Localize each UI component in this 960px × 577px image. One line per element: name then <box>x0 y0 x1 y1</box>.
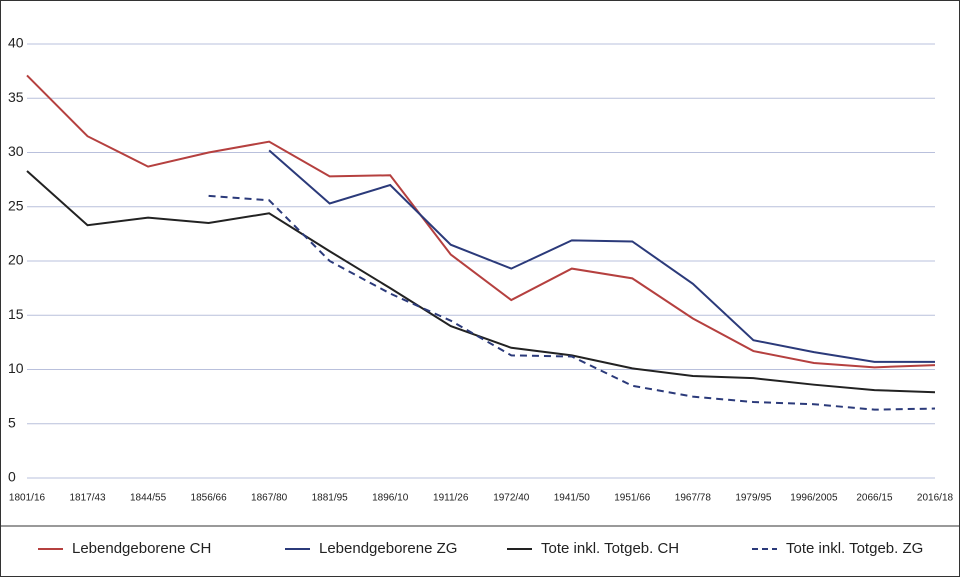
x-tick-label: 1911/26 <box>433 493 469 504</box>
y-tick-label: 30 <box>8 143 24 159</box>
series-line <box>208 194 936 411</box>
y-tick-label: 20 <box>8 252 24 268</box>
y-tick-label: 15 <box>8 306 24 322</box>
x-tick-label: 1801/16 <box>9 493 46 504</box>
x-tick-label: 1941/50 <box>554 493 591 504</box>
legend-label: Tote inkl. Totgeb. CH <box>541 540 679 557</box>
x-tick-label: 1844/55 <box>130 493 167 504</box>
x-tick-label: 1896/10 <box>372 493 409 504</box>
y-tick-label: 0 <box>8 469 16 485</box>
legend-label: Lebendgeborene CH <box>72 540 211 557</box>
x-tick-label: 1979/95 <box>735 493 772 504</box>
y-tick-label: 5 <box>8 414 16 430</box>
legend-label: Tote inkl. Totgeb. ZG <box>786 540 923 557</box>
y-tick-label: 25 <box>8 197 24 213</box>
series-line <box>268 149 935 363</box>
x-tick-label: 1817/43 <box>69 493 106 504</box>
x-tick-label: 1967/78 <box>675 493 712 504</box>
series-line <box>26 74 936 369</box>
x-tick-label: 1951/66 <box>614 493 651 504</box>
legend-label: Lebendgeborene ZG <box>319 540 457 557</box>
y-tick-label: 35 <box>8 89 24 105</box>
x-tick-label: 1972/40 <box>493 493 530 504</box>
x-tick-label: 2016/18 <box>917 493 954 504</box>
x-tick-label: 1996/2005 <box>790 493 838 504</box>
x-tick-label: 1867/80 <box>251 493 288 504</box>
x-tick-label: 1881/95 <box>312 493 349 504</box>
y-tick-label: 10 <box>8 360 24 376</box>
x-tick-label: 1856/66 <box>191 493 228 504</box>
x-tick-label: 2066/15 <box>856 493 893 504</box>
y-tick-label: 40 <box>8 35 24 51</box>
